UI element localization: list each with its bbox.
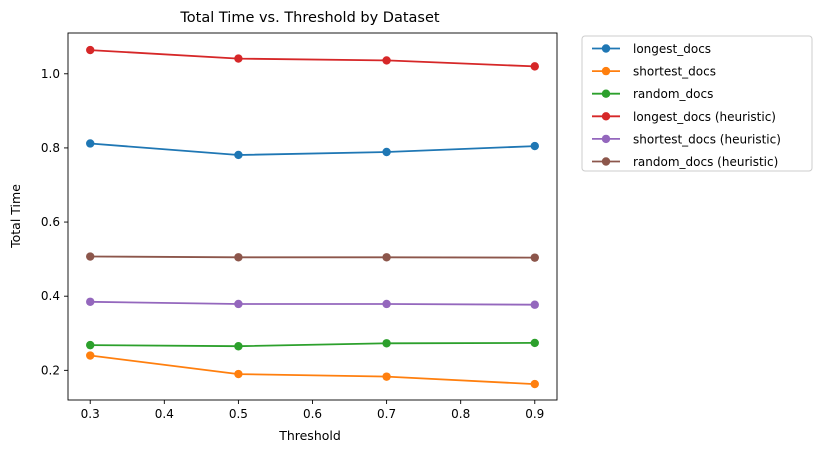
data-point	[530, 379, 539, 389]
x-tick-label: 0.4	[155, 407, 174, 421]
x-tick-label: 0.5	[229, 407, 248, 421]
legend: longest_docs shortest_docs random_docslong…	[581, 35, 813, 172]
series-line	[90, 49, 535, 68]
chart-title: Total Time vs. Threshold by Dataset	[179, 10, 439, 26]
data-point	[530, 62, 539, 71]
data-point	[86, 45, 95, 55]
y-tick-label: 1.0	[41, 67, 60, 81]
data-point	[234, 150, 243, 160]
data-point	[382, 372, 391, 381]
data-point	[86, 139, 95, 148]
legend-marker	[601, 66, 611, 76]
data-point	[382, 147, 391, 157]
x-tick-label: 0.6	[303, 407, 322, 421]
legend-marker	[601, 89, 611, 98]
data-point	[86, 297, 95, 306]
x-axis-label: Threshold	[278, 428, 341, 443]
legend-label: random_docs	[633, 87, 713, 101]
legend-item: random_docs (heuristic)	[592, 155, 778, 169]
series-longest-docs-heuristic	[86, 45, 539, 71]
legend-label: longest_docs (heuristic)	[633, 110, 776, 124]
series-random-docs-heuristic	[86, 252, 539, 262]
x-tick-label: 0.3	[81, 407, 100, 421]
legend-item: shortest_docs (heuristic)	[592, 132, 781, 146]
series-shortest-docs-heuristic	[86, 297, 539, 309]
data-point	[86, 340, 95, 350]
legend-label: shortest_docs	[633, 65, 716, 79]
data-point	[530, 338, 539, 348]
series-line	[90, 354, 535, 385]
series-layer	[86, 45, 539, 389]
data-point	[382, 56, 391, 65]
legend-label: shortest_docs (heuristic)	[633, 132, 781, 146]
legend-item: random_docs	[592, 87, 713, 101]
data-point	[530, 253, 539, 262]
series-line	[90, 255, 535, 259]
legend-item: longest_docs	[592, 42, 711, 56]
y-tick-label: 0.2	[41, 363, 60, 377]
y-axis: 0.2 0.4 0.6 0.8 1.0	[41, 67, 68, 377]
data-point	[234, 369, 243, 379]
data-point	[382, 339, 391, 348]
x-tick-label: 0.8	[451, 407, 470, 421]
data-point	[530, 141, 539, 151]
legend-marker	[601, 44, 611, 53]
y-axis-label: Total Time	[8, 184, 23, 249]
data-point	[234, 342, 243, 351]
legend-items: longest_docs shortest_docs random_docslong…	[592, 42, 781, 169]
legend-item: longest_docs (heuristic)	[592, 110, 776, 124]
legend-marker	[601, 134, 611, 144]
x-tick-label: 0.9	[525, 407, 544, 421]
data-point	[86, 252, 95, 261]
x-tick-label: 0.7	[377, 407, 396, 421]
series-random-docs	[86, 338, 539, 351]
data-point	[382, 299, 391, 309]
legend-marker	[601, 157, 611, 166]
legend-label: longest_docs	[633, 42, 711, 56]
legend-label: random_docs (heuristic)	[633, 155, 778, 169]
y-tick-label: 0.4	[41, 289, 60, 303]
data-point	[382, 253, 391, 262]
data-point	[234, 54, 243, 63]
series-line	[90, 300, 535, 306]
y-tick-label: 0.6	[41, 215, 60, 229]
legend-frame	[581, 35, 813, 172]
data-point	[234, 253, 243, 262]
plot-area	[67, 32, 558, 401]
series-longest-docs	[86, 139, 539, 160]
series-shortest-docs	[86, 351, 539, 389]
legend-marker	[601, 112, 611, 121]
data-point	[86, 351, 95, 360]
legend-item: shortest_docs	[592, 65, 716, 79]
series-line	[90, 142, 535, 156]
data-point	[530, 300, 539, 309]
y-tick-label: 0.8	[41, 141, 60, 155]
series-line	[90, 341, 535, 348]
data-point	[234, 299, 243, 309]
x-axis: 0.3 0.4 0.5 0.6 0.7 0.8 0.9	[81, 400, 544, 421]
